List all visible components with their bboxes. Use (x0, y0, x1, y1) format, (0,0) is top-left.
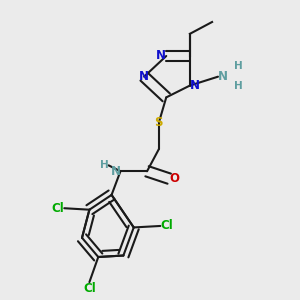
Text: Cl: Cl (160, 220, 173, 232)
Text: N: N (139, 70, 149, 83)
Text: H: H (234, 81, 243, 91)
Text: S: S (154, 116, 163, 129)
Text: N: N (156, 50, 166, 62)
Text: N: N (110, 165, 120, 178)
Text: N: N (190, 79, 200, 92)
Text: Cl: Cl (52, 202, 64, 215)
Text: O: O (169, 172, 179, 185)
Text: H: H (234, 61, 243, 71)
Text: Cl: Cl (83, 282, 96, 295)
Text: H: H (100, 160, 109, 170)
Text: N: N (218, 70, 228, 83)
